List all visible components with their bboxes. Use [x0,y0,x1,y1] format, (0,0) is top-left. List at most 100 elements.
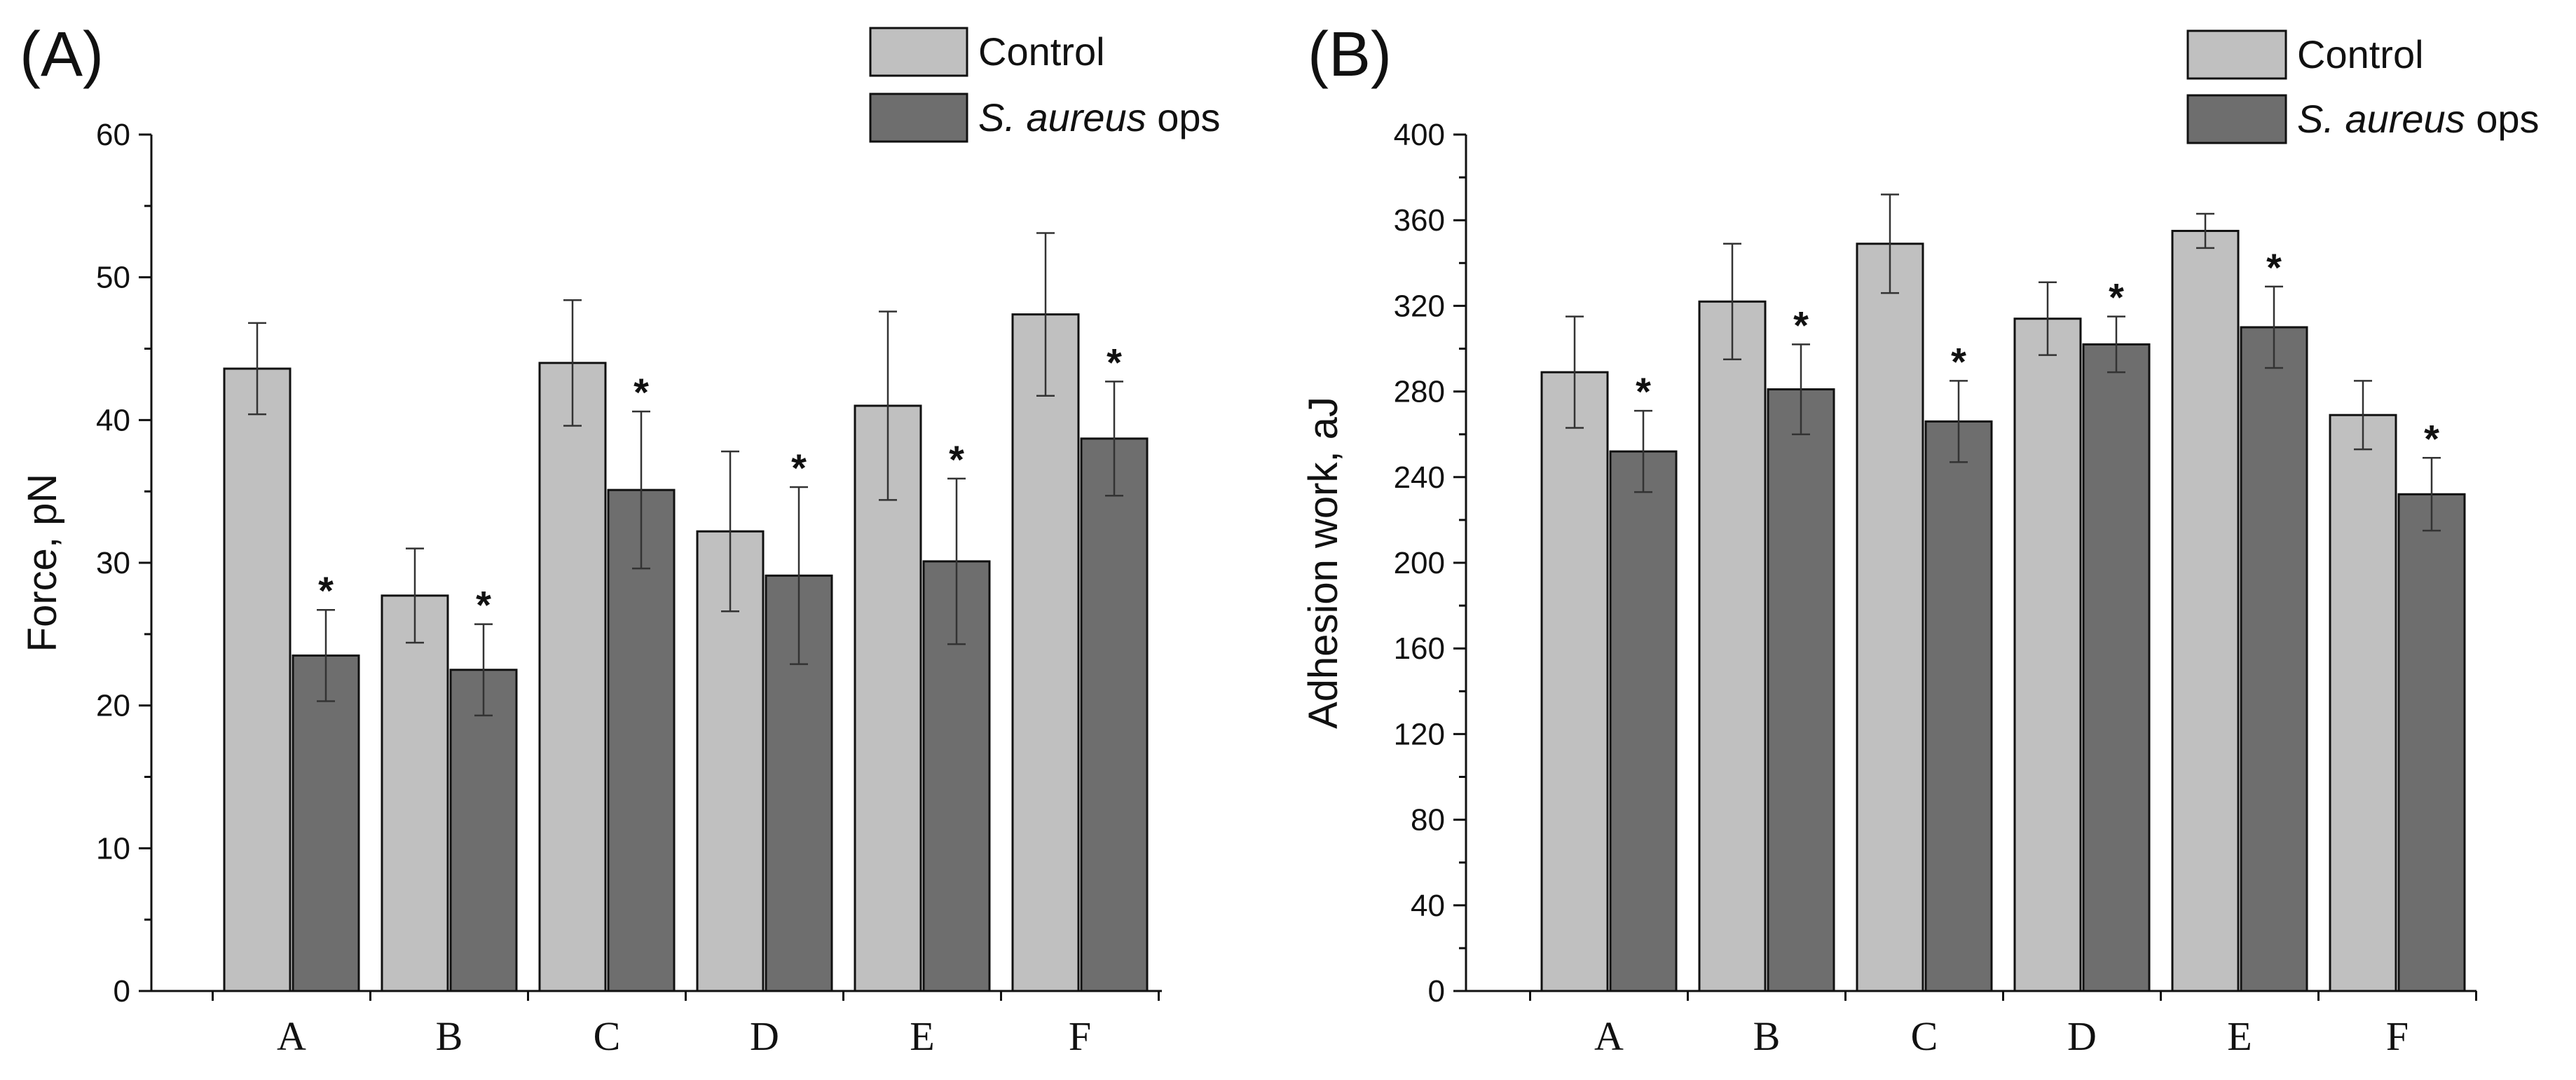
bar-C-control [538,362,607,992]
error-bar-D-1 [790,486,808,665]
legend-label: S. aureus ops [2297,97,2540,141]
significance-marker: * [1636,369,1651,413]
y-tick-label: 40 [96,403,130,437]
legend-label: Control [978,29,1105,74]
y-tick-label: 280 [1394,375,1445,409]
bar-D-treated [2082,343,2151,992]
bar-F-control [1011,313,1080,992]
bar-E-treated [2240,326,2308,992]
significance-marker: * [2266,245,2282,289]
y-tick-label: 0 [114,974,130,1009]
error-bar-C-1 [632,410,650,570]
error-bar-D-0 [2039,281,2057,356]
error-bar-C-1 [1950,380,1968,463]
significance-marker: * [2424,416,2439,460]
bar-F-treated [2397,493,2466,992]
x-tick-label: A [277,1013,306,1059]
y-tick-label: 10 [96,831,130,866]
error-bar-B-1 [474,623,493,717]
bar-B-control [1698,300,1767,992]
bar-A-control [223,367,292,992]
y-tick-label: 160 [1394,631,1445,666]
error-bar-B-0 [1723,242,1741,361]
x-tick-label: D [2067,1013,2097,1059]
y-tick-label: 20 [96,689,130,723]
legend-label: S. aureus ops [978,95,1221,139]
error-bar-B-0 [406,547,424,644]
significance-marker: * [1793,303,1809,347]
significance-marker: * [476,583,491,627]
x-tick-label: B [1753,1013,1781,1059]
y-tick-label: 60 [96,118,130,152]
bar-F-treated [1080,437,1149,992]
y-tick-label: 50 [96,261,130,295]
error-bar-D-1 [2107,315,2125,374]
legend-swatch-control [2186,29,2287,80]
error-bar-E-0 [879,310,897,501]
x-tick-label: A [1594,1013,1624,1059]
y-axis-label: Force, pN [20,474,65,652]
bar-A-treated [292,654,360,992]
legend-swatch-treated [2186,94,2287,144]
significance-marker: * [2109,275,2124,320]
error-bar-C-0 [1881,193,1899,294]
y-tick-label: 80 [1411,803,1445,838]
y-tick-label: 360 [1394,203,1445,238]
panel-label: (B) [1308,20,1392,90]
bar-B-treated [1767,388,1835,992]
bar-F-control [2329,413,2397,992]
bar-E-control [2171,229,2240,992]
x-tick-label: E [910,1013,934,1059]
y-tick-label: 240 [1394,460,1445,495]
error-bar-E-1 [947,477,966,645]
x-tick-label: D [750,1013,779,1059]
error-bar-F-1 [2423,457,2441,532]
error-bar-F-1 [1105,381,1123,497]
error-bar-F-0 [1036,232,1055,397]
y-tick-label: 0 [1428,974,1445,1009]
error-bar-A-1 [1634,409,1652,493]
panel-label: (A) [20,20,104,90]
y-tick-label: 120 [1394,717,1445,751]
legend: Control S. aureus ops [869,27,1221,143]
error-bar-A-0 [248,322,266,416]
bar-B-control [381,594,449,992]
x-tick-label: C [594,1013,621,1059]
x-tick-label: B [436,1013,463,1059]
error-bar-E-0 [2196,212,2214,250]
bar-A-control [1540,371,1609,992]
y-tick-label: 400 [1394,118,1445,152]
significance-marker: * [791,446,807,490]
legend: Control S. aureus ops [2186,29,2540,144]
bar-D-control [2013,317,2082,992]
significance-marker: * [949,437,964,481]
x-tick-label: F [2386,1013,2409,1059]
error-bar-A-1 [317,608,335,702]
y-tick-label: 320 [1394,289,1445,323]
error-bar-D-0 [721,450,739,613]
y-tick-label: 30 [96,546,130,580]
legend-label: Control [2297,32,2424,76]
legend-swatch-treated [869,93,968,143]
x-tick-label: C [1911,1013,1938,1059]
y-tick-label: 200 [1394,546,1445,580]
y-tick-label: 40 [1411,889,1445,923]
y-axis-label: Adhesion work, aJ [1301,397,1346,729]
bar-A-treated [1609,450,1678,992]
error-bar-A-0 [1566,315,1584,429]
legend-swatch-control [869,27,968,77]
error-bar-B-1 [1792,343,1810,435]
significance-marker: * [318,568,334,613]
chart-panel-0: (A) * A * B * C * D * E * F 0 10 20 30 40 50 60 Force, pN Con… [20,20,1221,1059]
x-tick-label: F [1069,1013,1091,1059]
significance-marker: * [633,370,649,414]
error-bar-C-0 [563,299,582,427]
error-bar-F-0 [2354,380,2372,451]
significance-marker: * [1107,340,1122,384]
significance-marker: * [1951,339,1966,383]
bar-C-treated [1924,420,1993,992]
bar-B-treated [449,669,518,992]
chart-panel-1: (B) * A * B * C * D * E * F 0 40 80 120 160 200 240 280 320 36… [1301,20,2540,1059]
bar-C-control [1856,242,1924,992]
